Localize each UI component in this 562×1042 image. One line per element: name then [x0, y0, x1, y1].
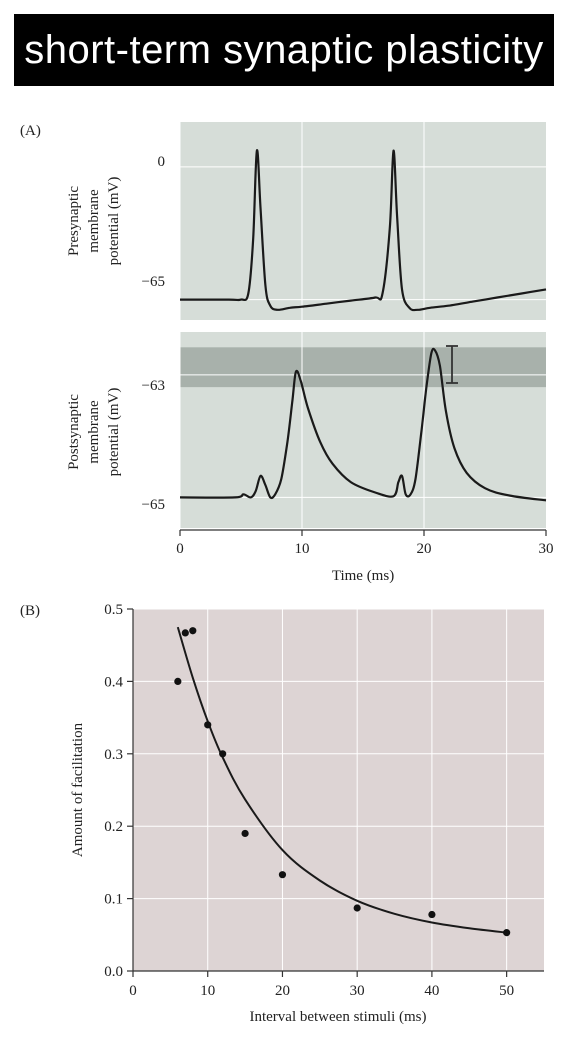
amplitude-band [180, 347, 546, 388]
facilitation-fit-curve [176, 626, 507, 934]
facilitation-points [174, 627, 511, 937]
facilitation-data-point [174, 677, 182, 686]
facilitation-scale-bar [446, 345, 458, 384]
facilitation-data-point [241, 829, 249, 838]
facilitation-xtick-label: 30 [350, 983, 365, 999]
facilitation-ytick-label: 0.0 [104, 964, 123, 980]
presynaptic-ytick-0: 0 [158, 154, 166, 170]
postsynaptic-ytick-neg65: −65 [142, 497, 165, 513]
facilitation-xtick-label: 40 [424, 983, 439, 999]
presynaptic-ylabel-line2: membrane [86, 189, 102, 253]
time-tick-label: 10 [295, 541, 310, 557]
facilitation-xtick-label: 50 [499, 983, 514, 999]
facilitation-x-axis-label: Interval between stimuli (ms) [249, 1009, 426, 1025]
facilitation-ytick-label: 0.1 [104, 892, 123, 908]
presynaptic-ylabel-line1: Presynaptic [66, 186, 82, 256]
presynaptic-trace [180, 149, 547, 312]
facilitation-xtick-label: 0 [129, 983, 137, 999]
facilitation-xtick-label: 20 [275, 983, 290, 999]
time-tick-label: 20 [417, 541, 432, 557]
facilitation-data-point [503, 929, 511, 937]
facilitation-data-point [189, 627, 197, 635]
postsynaptic-ytick-neg63: −63 [142, 378, 165, 394]
panel-label-a: (A) [20, 123, 41, 139]
facilitation-data-point [219, 750, 227, 758]
facilitation-grid [133, 608, 544, 971]
facilitation-ytick-label: 0.4 [104, 674, 123, 690]
postsynaptic-ylabel-line3: potential (mV) [106, 388, 122, 477]
facilitation-ticks: 0 10 20 30 40 50 0.0 0.1 0.2 0.3 0.4 0.5 [104, 602, 514, 999]
presynaptic-ylabel-line3: potential (mV) [106, 177, 122, 266]
time-axis-label: Time (ms) [332, 568, 394, 584]
presynaptic-plot-area [180, 122, 546, 320]
postsynaptic-ylabel-line2: membrane [86, 400, 102, 464]
facilitation-ytick-label: 0.5 [104, 602, 123, 618]
slide-title: short-term synaptic plasticity [14, 14, 554, 86]
time-ticks: 0 10 20 30 [176, 530, 554, 557]
postsynaptic-trace [179, 347, 547, 502]
time-tick-label: 0 [176, 541, 184, 557]
facilitation-data-point [428, 910, 436, 919]
facilitation-data-point [181, 629, 189, 637]
facilitation-data-point [278, 871, 287, 879]
facilitation-xtick-label: 10 [200, 983, 215, 999]
presynaptic-ytick-neg65: −65 [142, 274, 165, 290]
facilitation-ytick-label: 0.3 [104, 747, 123, 763]
postsynaptic-ylabel-line1: Postsynaptic [66, 394, 82, 470]
facilitation-data-point [204, 721, 212, 729]
postsynaptic-grid [179, 332, 546, 528]
facilitation-y-axis-label: Amount of facilitation [70, 722, 86, 857]
facilitation-plot-area [133, 609, 544, 971]
panel-label-b: (B) [20, 603, 40, 619]
facilitation-data-point [353, 904, 361, 912]
time-tick-label: 30 [539, 541, 554, 557]
facilitation-ytick-label: 0.2 [104, 819, 123, 835]
